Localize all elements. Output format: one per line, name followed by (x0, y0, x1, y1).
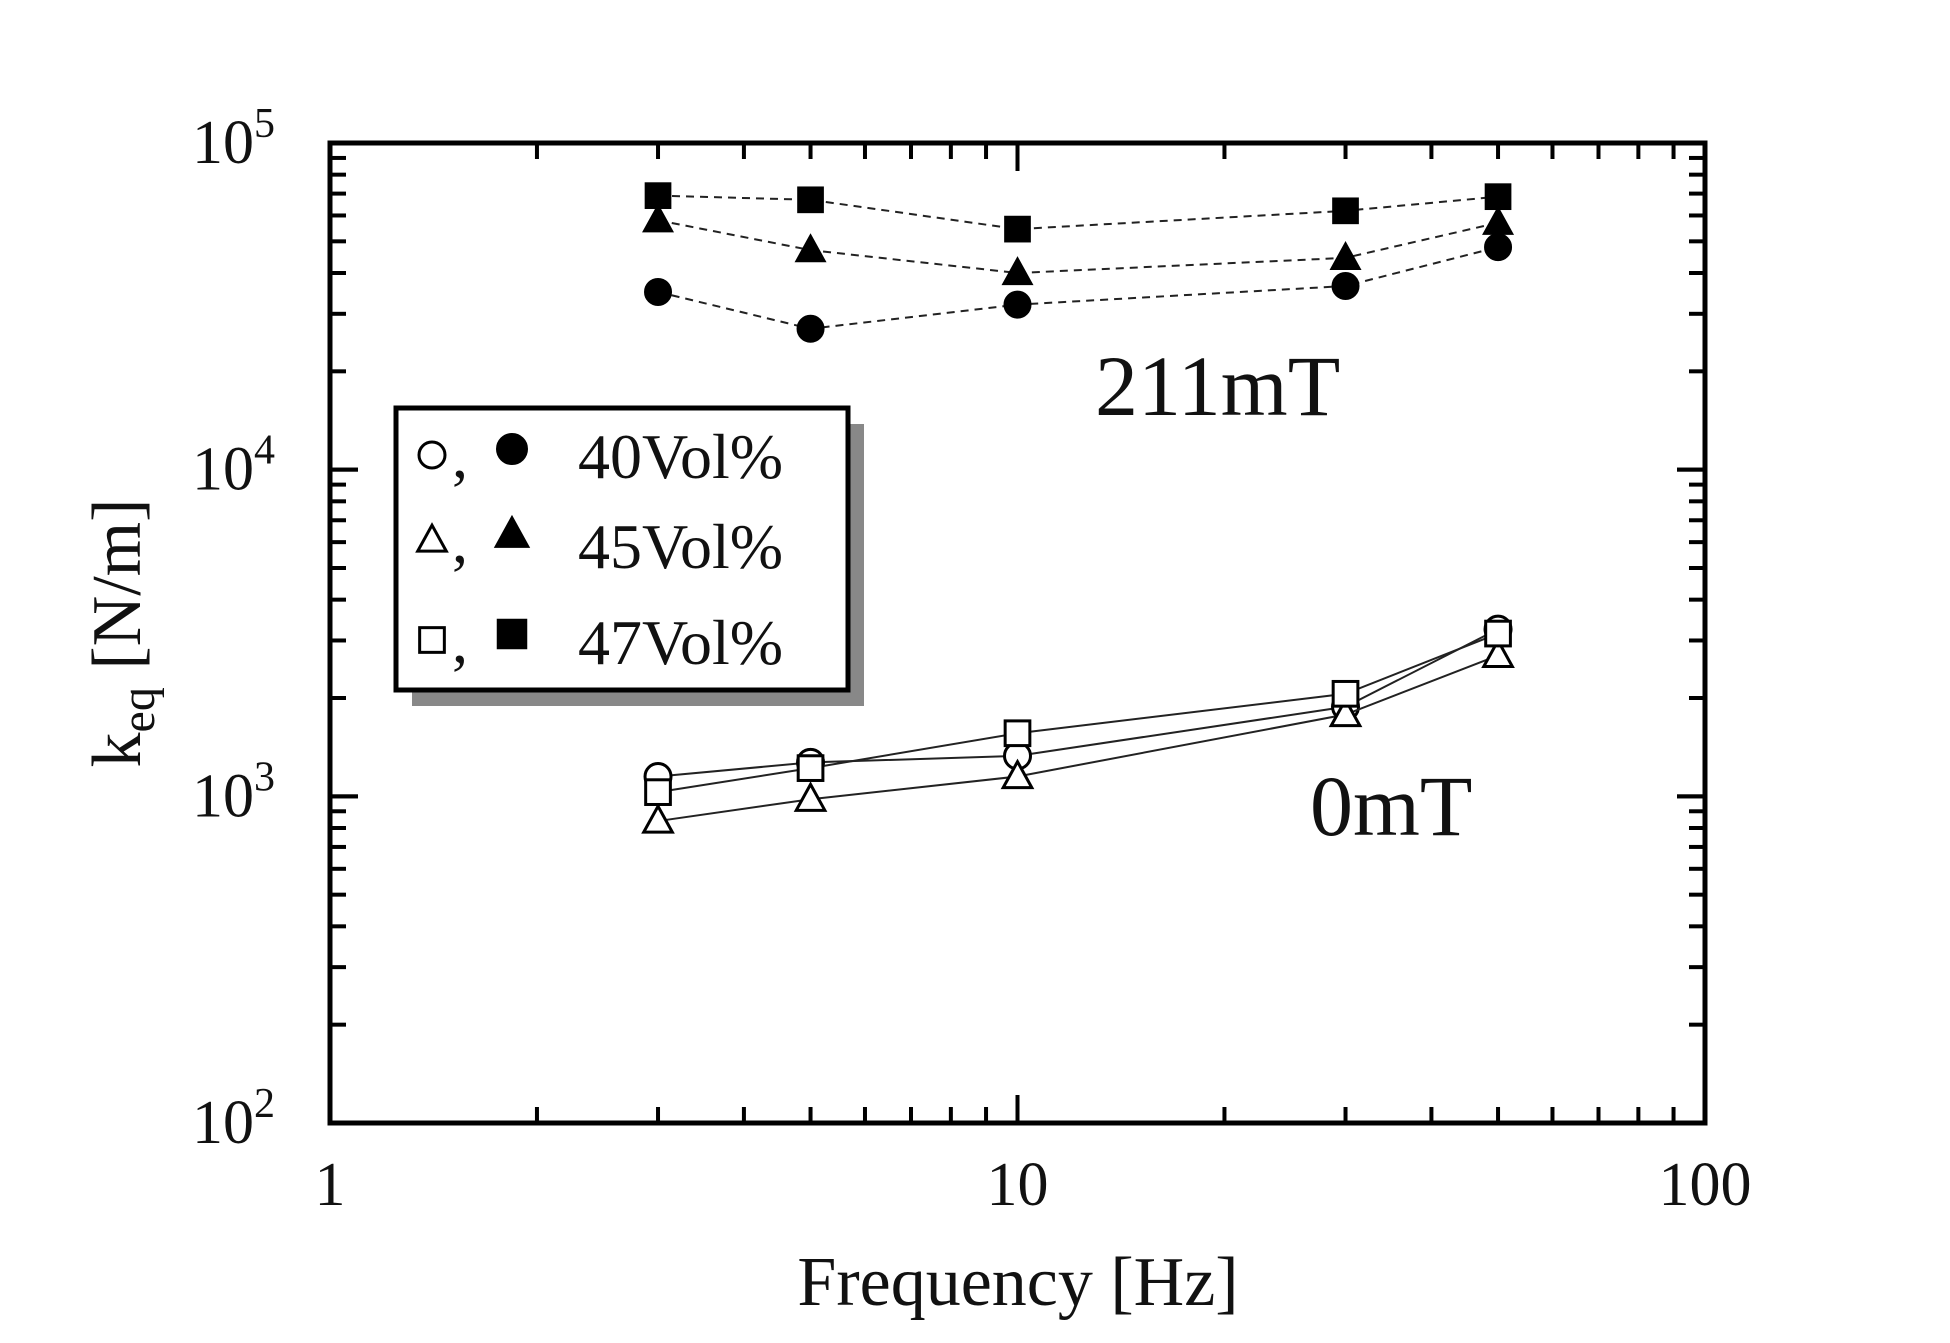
data-point-triangle (793, 781, 828, 812)
series-45vol-211mt (642, 203, 1515, 286)
legend-label-45: 45Vol% (578, 511, 783, 582)
plot-frame (327, 140, 1708, 1126)
legend: ,,, 40Vol% 45Vol% 47Vol% (393, 405, 864, 706)
data-point-square (796, 754, 825, 782)
x-tick-label: 1 (315, 1151, 346, 1219)
data-point-triangle (1482, 205, 1515, 235)
data-point-square (1003, 719, 1032, 748)
data-point-square (797, 186, 824, 214)
y-tick-label: 105 (192, 101, 275, 177)
legend-box (393, 405, 851, 693)
data-point-triangle (1481, 637, 1515, 669)
data-point-triangle (1001, 256, 1034, 286)
data-point-circle (1484, 233, 1513, 262)
series-45vol-0mt (641, 637, 1515, 834)
series-47vol-211mt (644, 182, 1512, 243)
data-point-circle (1331, 271, 1360, 300)
annotation-0mT: 0mT (1310, 758, 1472, 854)
legend-open-triangle (415, 522, 449, 553)
data-point-square (1484, 183, 1512, 211)
y-tick-label: 103 (192, 754, 275, 830)
legend-filled-circle (496, 433, 528, 465)
x-tick-label: 100 (1659, 1151, 1752, 1219)
data-point-square (1332, 197, 1359, 225)
data-point-triangle (1329, 240, 1362, 270)
labels-layer: 1 10 100 102 103 104 105 (192, 101, 1752, 1219)
data-point-circle (1003, 290, 1032, 319)
x-axis-title: Frequency [Hz] (797, 1244, 1238, 1321)
annotation-211mT: 211mT (1095, 338, 1340, 434)
data-point-triangle (642, 203, 675, 233)
data-point-square (1004, 215, 1031, 243)
legend-comma: , (452, 420, 468, 491)
x-tick-label: 10 (987, 1151, 1049, 1219)
legend-comma: , (452, 605, 468, 676)
legend-label-47: 47Vol% (578, 607, 783, 678)
legend-open-circle (417, 440, 447, 470)
data-point-circle (644, 277, 673, 306)
y-tick-label: 104 (192, 428, 275, 504)
data-point-triangle (641, 803, 675, 834)
legend-filled-triangle (493, 514, 531, 548)
data-point-square (644, 778, 672, 806)
legend-filled-square (496, 618, 528, 650)
series-40vol-211mt (644, 233, 1513, 343)
legend-open-square (418, 626, 446, 654)
series-line (657, 194, 1499, 231)
data-point-triangle (1000, 758, 1035, 790)
series-layer (641, 182, 1515, 834)
y-axis-title: keq [N/m] (79, 499, 165, 768)
series-47vol-0mt (644, 619, 1512, 806)
series-line (657, 246, 1499, 330)
y-axis-title-sub: eq (112, 687, 165, 732)
y-axis-title-main: k (79, 732, 156, 767)
y-axis-title-unit: [N/m] (79, 499, 156, 688)
series-line (657, 219, 1499, 274)
data-point-circle (796, 314, 825, 343)
legend-markers: ,,, (415, 420, 531, 676)
data-point-square (644, 182, 672, 209)
data-point-triangle (794, 233, 827, 263)
data-point-triangle (1328, 696, 1363, 728)
data-point-square (1484, 619, 1512, 648)
data-point-square (1331, 679, 1360, 708)
y-tick-label: 102 (192, 1081, 275, 1157)
legend-label-40: 40Vol% (578, 421, 783, 492)
legend-comma: , (452, 505, 468, 576)
